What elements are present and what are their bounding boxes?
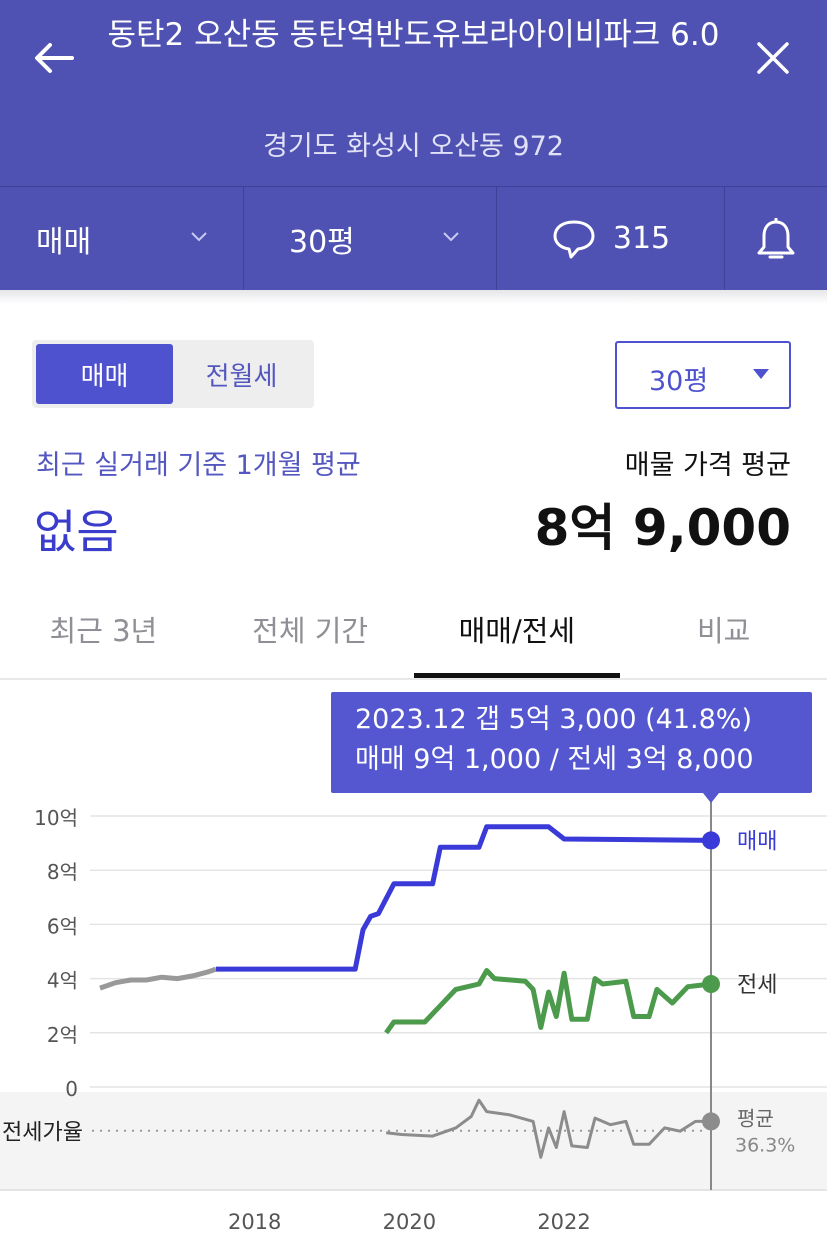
comments-button[interactable]: 315 xyxy=(497,187,725,290)
y-tick-label: 4억 xyxy=(47,969,78,993)
lease-line xyxy=(384,968,712,1035)
y-tick-label: 10억 xyxy=(34,806,78,830)
size-select-value: 30평 xyxy=(649,366,709,397)
caret-down-icon xyxy=(753,369,769,379)
chart-tooltip: 2023.12 갭 5억 3,000 (41.8%) 매매 9억 1,000 /… xyxy=(331,692,812,793)
tab-sale-lease[interactable]: 매매/전세 xyxy=(413,586,621,678)
header-divider xyxy=(0,186,827,187)
sale-line xyxy=(216,824,712,972)
toggle-lease[interactable]: 전월세 xyxy=(205,361,278,392)
speech-bubble-icon xyxy=(553,220,595,258)
y-tick-label: 8억 xyxy=(47,860,78,884)
page-title: 동탄2 오산동 동탄역반도유보라아이비파크 6.0 xyxy=(107,17,720,53)
recent-trade-label: 최근 실거래 기준 1개월 평균 xyxy=(36,450,361,481)
lease-end-point xyxy=(702,975,720,994)
back-button[interactable] xyxy=(26,30,82,86)
trade-type-dropdown[interactable]: 매매 xyxy=(0,187,244,290)
x-tick-label: 2020 xyxy=(383,1210,436,1234)
recent-trade-value: 없음 xyxy=(34,505,119,559)
sale-series-label: 매매 xyxy=(737,829,777,854)
notification-button[interactable] xyxy=(725,187,827,290)
sale-end-point xyxy=(702,831,720,850)
filter-bar: 매매 30평 315 xyxy=(0,187,827,290)
comment-count: 315 xyxy=(612,221,671,256)
ratio-line xyxy=(386,1098,711,1159)
tooltip-line-1: 2023.12 갭 5억 3,000 (41.8%) xyxy=(355,704,752,735)
y-tick-label: 6억 xyxy=(47,914,78,938)
size-dropdown[interactable]: 30평 xyxy=(244,187,497,290)
close-icon xyxy=(757,42,789,74)
asking-price-label: 매물 가격 평균 xyxy=(624,450,791,481)
period-tabs: 최근 3년 전체 기간 매매/전세 비교 xyxy=(0,586,827,678)
tooltip-line-2: 매매 9억 1,000 / 전세 3억 8,000 xyxy=(355,744,754,775)
x-tick-label: 2018 xyxy=(228,1210,281,1234)
size-label: 30평 xyxy=(289,224,355,260)
address-text: 경기도 화성시 오산동 972 xyxy=(263,131,564,162)
y-tick-label: 0 xyxy=(65,1077,78,1101)
ratio-panel-bg xyxy=(0,1092,827,1190)
trade-type-label: 매매 xyxy=(36,224,92,260)
trade-toggle: 매매 전월세 xyxy=(32,340,314,408)
chevron-down-icon xyxy=(191,232,207,242)
toggle-sale[interactable]: 매매 xyxy=(36,344,173,404)
asking-price-value: 8억 9,000 xyxy=(534,499,791,557)
tooltip-arrow xyxy=(703,793,719,803)
tab-recent-3y[interactable]: 최근 3년 xyxy=(49,614,158,648)
ratio-series-value: 36.3% xyxy=(735,1134,795,1156)
lease-series-label: 전세 xyxy=(737,973,777,998)
ratio-axis-label: 전세가율 xyxy=(2,1121,83,1146)
sale-history-line xyxy=(99,966,217,991)
ratio-series-label: 평균 xyxy=(737,1106,774,1130)
bell-icon xyxy=(757,217,795,258)
y-tick-label: 2억 xyxy=(47,1023,78,1047)
header-shadow xyxy=(0,290,827,304)
close-button[interactable] xyxy=(745,30,801,86)
x-tick-label: 2022 xyxy=(537,1210,590,1234)
tabs-divider xyxy=(0,678,827,680)
back-arrow-icon xyxy=(35,43,74,73)
tab-all-period[interactable]: 전체 기간 xyxy=(252,614,369,648)
app-header: 동탄2 오산동 동탄역반도유보라아이비파크 6.0 경기도 화성시 오산동 97… xyxy=(0,0,827,290)
chevron-down-icon xyxy=(443,232,459,242)
ratio-end-point xyxy=(702,1112,720,1131)
size-select[interactable]: 30평 xyxy=(615,341,791,409)
tab-compare[interactable]: 비교 xyxy=(696,614,751,648)
